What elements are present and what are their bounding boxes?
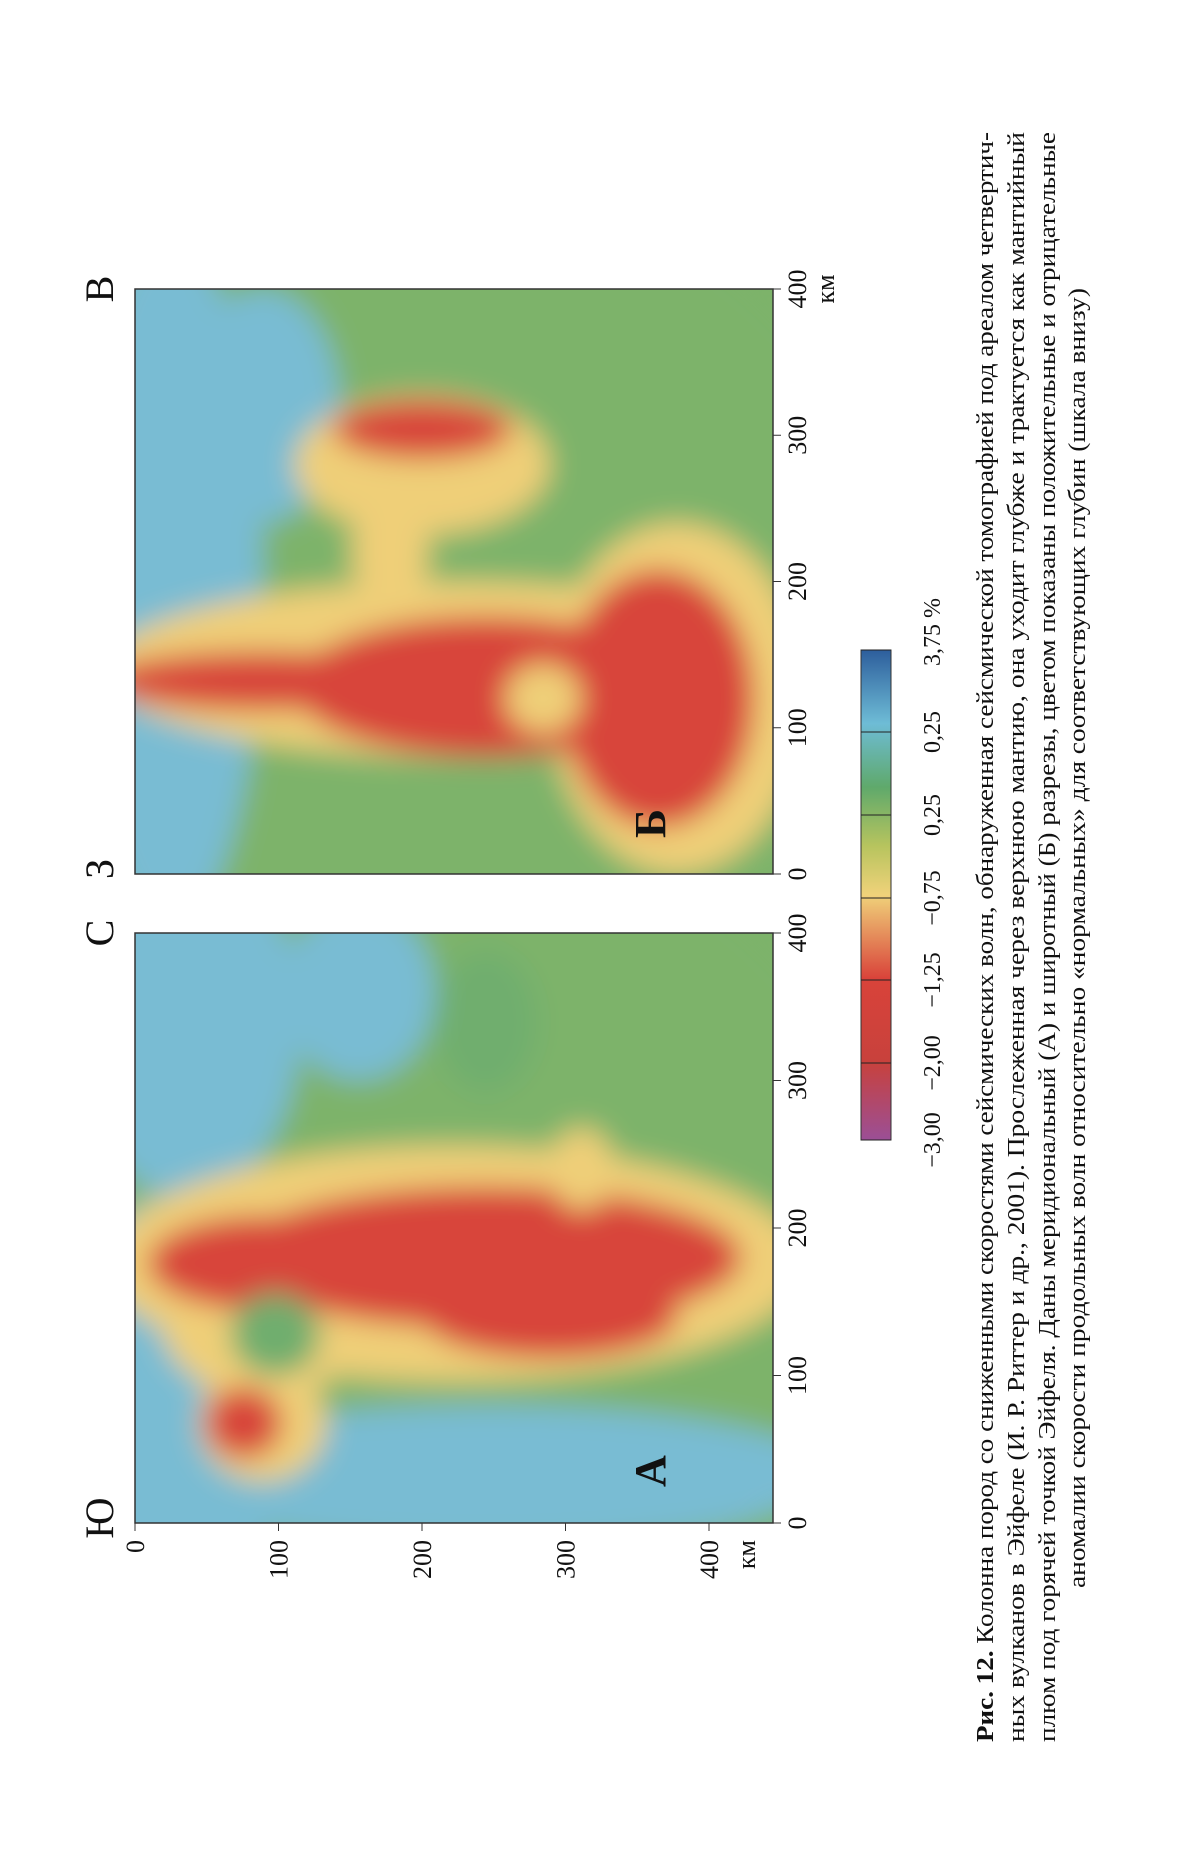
anomaly bbox=[550, 1128, 614, 1211]
distance-tick-label: 0 bbox=[783, 868, 812, 881]
page: ЮСА0100200300400ЗВБ0100200300400км010020… bbox=[0, 0, 1200, 1852]
heatmap-blobs bbox=[7, 172, 900, 991]
side-label: В bbox=[77, 276, 122, 303]
caption-text: ных вулканов в Эйфеле (И. Р. Риттер и др… bbox=[1004, 132, 1030, 1742]
caption-line: аномалии скорости продольных волн относи… bbox=[1065, 288, 1091, 1588]
anomaly bbox=[282, 904, 435, 1081]
heatmap-blobs bbox=[7, 815, 900, 1641]
depth-tick-label: 400 bbox=[695, 1540, 724, 1579]
rotated-figure: ЮСА0100200300400ЗВБ0100200300400км010020… bbox=[7, 132, 1091, 1742]
distance-tick-label: 0 bbox=[783, 1517, 812, 1530]
anomaly bbox=[352, 494, 429, 611]
side-label: З bbox=[77, 859, 122, 879]
colorbar-label: 0,25 bbox=[920, 711, 946, 753]
caption-line: плюм под горячей точкой Эйфеля. Даны мер… bbox=[1035, 132, 1061, 1742]
side-label: Ю bbox=[77, 1497, 122, 1538]
anomaly bbox=[422, 1275, 677, 1358]
panel-label: Б bbox=[626, 809, 675, 838]
caption-text: аномалии скорости продольных волн относи… bbox=[1065, 288, 1091, 1588]
anomaly bbox=[505, 663, 582, 733]
depth-tick-label: 0 bbox=[121, 1540, 150, 1553]
distance-unit: км bbox=[811, 274, 840, 303]
colorbar-label: −1,25 bbox=[920, 952, 946, 1008]
depth-tick-label: 200 bbox=[408, 1540, 437, 1579]
anomaly bbox=[333, 400, 512, 459]
anomaly bbox=[231, 1293, 320, 1376]
caption-text: Колонна пород со сниженными скоростями с… bbox=[973, 132, 999, 1644]
anomaly bbox=[205, 1387, 282, 1458]
side-label: С bbox=[77, 920, 122, 947]
caption-text: плюм под горячей точкой Эйфеля. Даны мер… bbox=[1035, 132, 1061, 1742]
colorbar-label: 3,75 % bbox=[920, 598, 946, 666]
distance-tick-label: 200 bbox=[783, 1209, 812, 1248]
distance-tick-label: 200 bbox=[783, 562, 812, 601]
anomaly bbox=[562, 570, 753, 827]
distance-tick-label: 100 bbox=[783, 708, 812, 747]
depth-tick-label: 100 bbox=[265, 1540, 294, 1579]
distance-tick-label: 400 bbox=[783, 914, 812, 953]
colorbar bbox=[861, 650, 891, 1140]
anomaly bbox=[435, 951, 537, 1093]
panel-label: А bbox=[626, 1455, 675, 1487]
caption-label: Рис. 12. bbox=[973, 1650, 999, 1742]
colorbar-label: −2,00 bbox=[920, 1035, 946, 1091]
distance-tick-label: 300 bbox=[783, 416, 812, 455]
heatmap bbox=[7, 172, 900, 991]
colorbar-label: −0,75 bbox=[920, 870, 946, 926]
anomaly bbox=[71, 845, 301, 1199]
caption-line: Рис. 12. Колонна пород со сниженными ско… bbox=[973, 132, 999, 1742]
heatmap bbox=[7, 815, 900, 1641]
caption-line: ных вулканов в Эйфеле (И. Р. Риттер и др… bbox=[1004, 132, 1030, 1742]
distance-tick-label: 300 bbox=[783, 1061, 812, 1100]
colorbar-label: 0,25 bbox=[920, 794, 946, 836]
depth-unit: км bbox=[732, 1540, 761, 1569]
distance-tick-label: 100 bbox=[783, 1356, 812, 1395]
depth-tick-label: 300 bbox=[552, 1540, 581, 1579]
distance-tick-label: 400 bbox=[783, 270, 812, 309]
colorbar-label: −3,00 bbox=[920, 1112, 946, 1168]
